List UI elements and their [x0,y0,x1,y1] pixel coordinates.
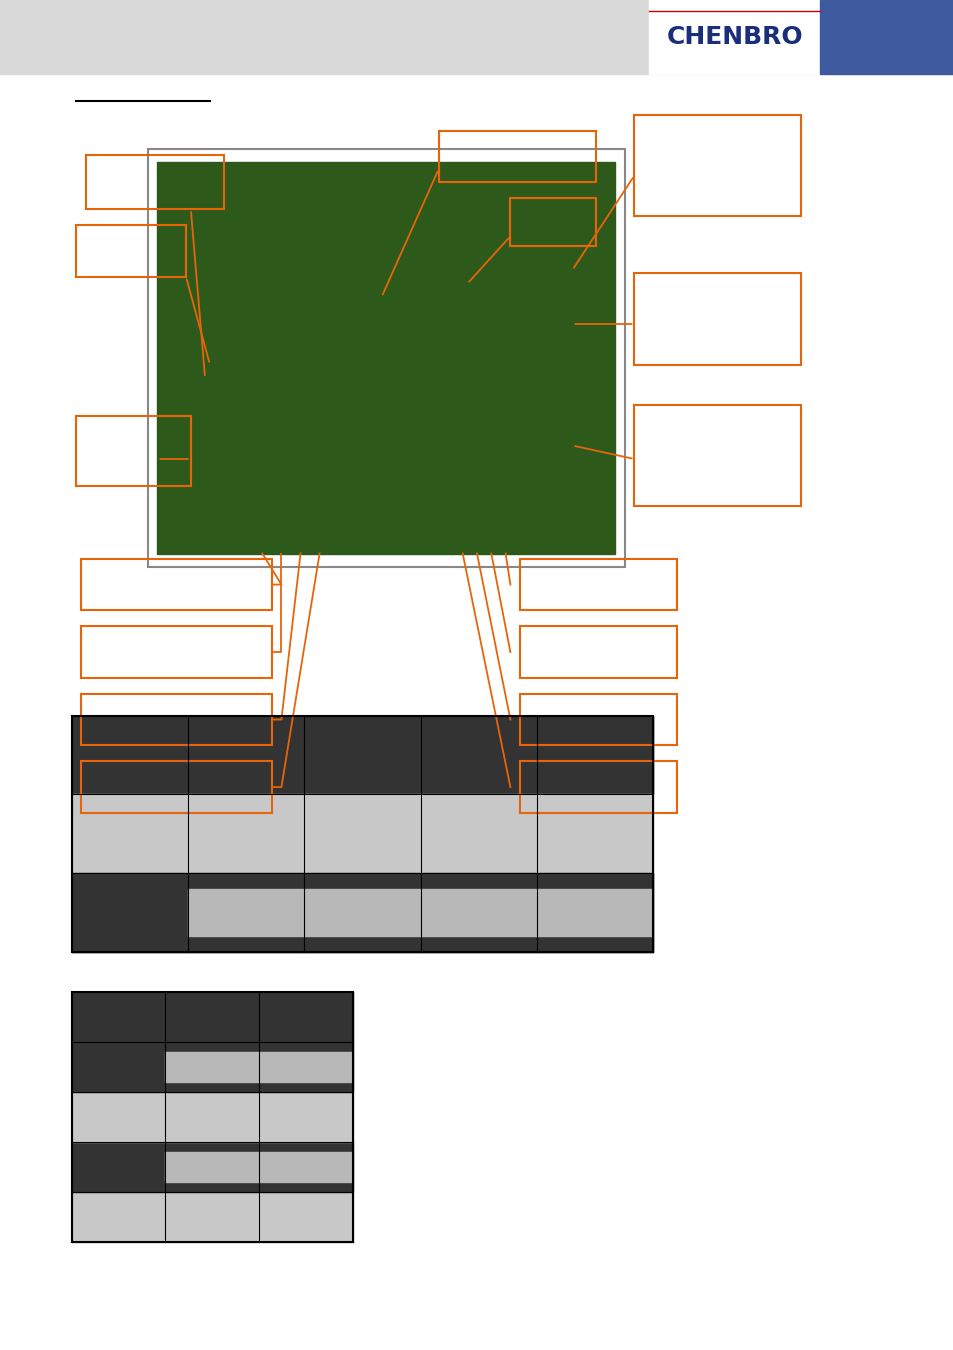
Bar [71,1192,353,1242]
Bar [71,1092,353,1142]
Bar [148,148,624,567]
Bar [86,155,224,209]
Bar [71,716,653,952]
Bar [519,626,677,678]
Bar [71,716,653,794]
Bar [71,1042,353,1092]
Bar [81,694,272,745]
Bar [81,559,272,610]
Bar [519,761,677,813]
Bar [0,0,953,74]
Text: CHENBRO: CHENBRO [665,26,802,49]
Bar [165,1152,353,1183]
Bar [188,888,653,936]
Bar [71,794,653,873]
Bar [438,131,596,182]
Bar [71,873,653,952]
Bar [81,626,272,678]
Bar [634,273,801,365]
Bar [519,694,677,745]
Bar [519,559,677,610]
Bar [71,992,353,1042]
Bar [648,0,820,74]
Bar [76,225,186,277]
Bar [510,198,596,246]
Bar [71,992,353,1242]
Bar [71,794,653,873]
Bar [76,416,191,486]
Bar [634,115,801,216]
Bar [71,1142,353,1192]
Bar [165,1052,353,1083]
Bar [71,873,653,952]
Bar [634,405,801,506]
Bar [820,0,953,74]
Bar [71,716,653,794]
Bar [81,761,272,813]
Bar [157,162,615,554]
